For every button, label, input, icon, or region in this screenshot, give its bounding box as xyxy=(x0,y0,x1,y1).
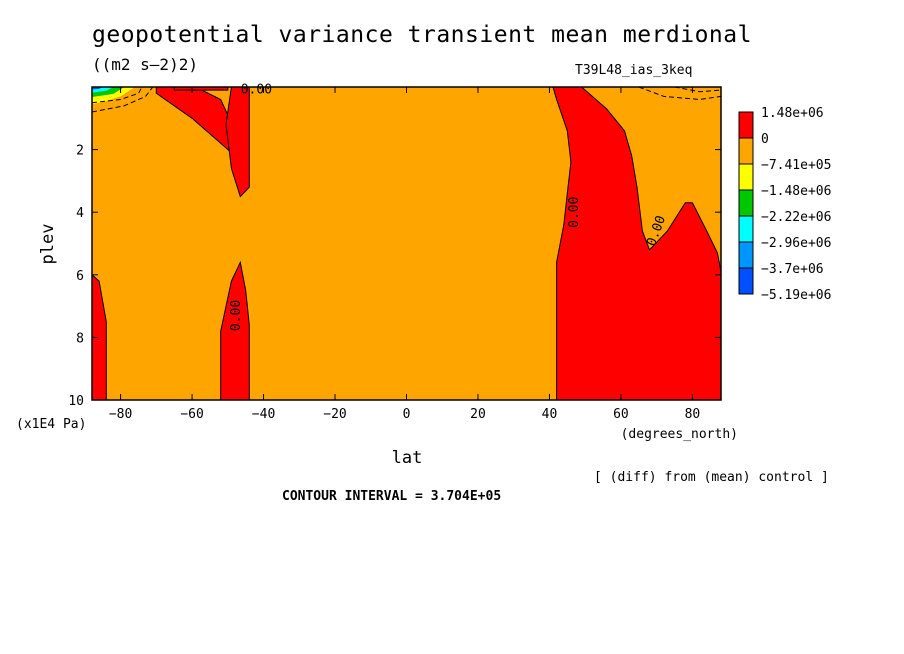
legend-swatch xyxy=(738,137,754,165)
dashed-contour-line xyxy=(91,86,154,113)
y-tick-label: 10 xyxy=(68,394,84,409)
y-axis-unit: (x1E4 Pa) xyxy=(16,417,86,432)
x-tick-label: 80 xyxy=(685,407,701,422)
legend-swatch xyxy=(738,267,754,295)
legend-label: −5.19e+06 xyxy=(761,288,831,303)
legend-label: 1.48e+06 xyxy=(761,106,824,121)
legend-label: 0 xyxy=(761,132,769,147)
legend-swatch xyxy=(738,189,754,217)
chart-title: geopotential variance transient mean mer… xyxy=(92,22,752,48)
contour-label: 0.00 xyxy=(241,83,272,98)
chart-units: ((m2 s–2)2) xyxy=(92,55,198,74)
y-tick-label: 8 xyxy=(76,331,84,346)
dashed-contour-line xyxy=(91,86,143,104)
experiment-label: T39L48_ias_3keq xyxy=(575,63,693,78)
legend-swatch xyxy=(738,163,754,191)
contour-label: 0.00 xyxy=(229,300,244,331)
legend-label: −2.96e+06 xyxy=(761,236,831,251)
x-tick-label: 60 xyxy=(613,407,629,422)
x-axis-label: lat xyxy=(392,448,423,468)
contour-interval: CONTOUR INTERVAL = 3.704E+05 xyxy=(282,489,502,504)
x-tick-label: −60 xyxy=(180,407,203,422)
x-tick-label: −80 xyxy=(109,407,132,422)
dashed-contour-line xyxy=(638,86,722,101)
x-tick-label: 0 xyxy=(403,407,411,422)
x-tick-label: −20 xyxy=(323,407,346,422)
legend-swatch xyxy=(738,111,754,139)
y-tick-label: 6 xyxy=(76,269,84,284)
legend-swatch xyxy=(738,241,754,269)
legend-label: −1.48e+06 xyxy=(761,184,831,199)
dashed-contour-line xyxy=(674,86,722,93)
contour-label: 0.00 xyxy=(567,197,582,228)
legend-label: −2.22e+06 xyxy=(761,210,831,225)
x-tick-label: −40 xyxy=(252,407,275,422)
y-axis-label: plev xyxy=(38,224,58,265)
x-tick-label: 20 xyxy=(470,407,486,422)
y-tick-label: 2 xyxy=(76,144,84,159)
y-tick-label: 4 xyxy=(76,206,84,221)
contour-region xyxy=(552,86,722,401)
x-axis-unit: (degrees_north) xyxy=(621,427,738,442)
diff-note: [ (diff) from (mean) control ] xyxy=(594,470,829,485)
x-tick-label: 40 xyxy=(542,407,558,422)
legend-label: −3.7e+06 xyxy=(761,262,824,277)
contour-region xyxy=(220,260,250,401)
legend-swatch xyxy=(738,215,754,243)
legend-label: −7.41e+05 xyxy=(761,158,831,173)
